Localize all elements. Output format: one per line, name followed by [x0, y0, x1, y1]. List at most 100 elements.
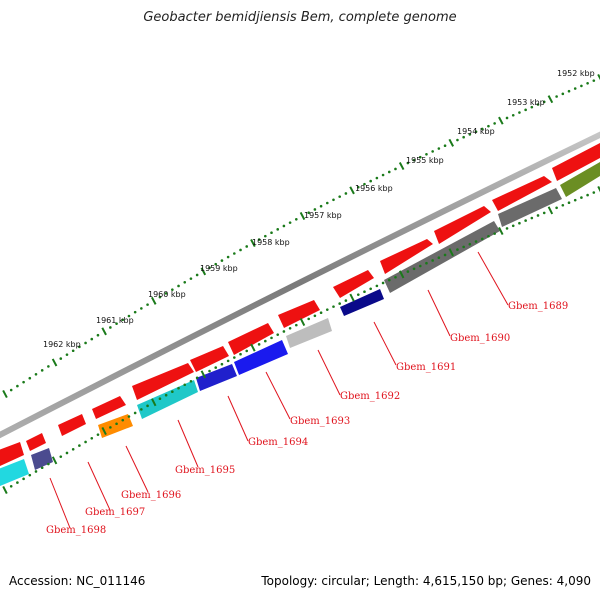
- scale-dot: [431, 150, 434, 153]
- gene-arrow-fwd[interactable]: [92, 396, 126, 419]
- scale-dot: [177, 284, 180, 288]
- scale-dot: [573, 198, 577, 202]
- gene-block-silver[interactable]: [286, 318, 332, 348]
- scale-dot: [418, 264, 422, 268]
- gene-block-blue[interactable]: [234, 340, 288, 375]
- gene-block-slate[interactable]: [31, 448, 53, 470]
- scale-tick-major: [200, 267, 207, 276]
- scale-tick-major: [448, 138, 455, 147]
- gene-block-cyan[interactable]: [137, 380, 198, 419]
- scale-dot: [140, 307, 143, 310]
- scale-dot: [233, 356, 236, 359]
- scale-dot: [468, 133, 472, 136]
- gene-arrow-fwd[interactable]: [58, 414, 86, 436]
- scale-dot: [437, 147, 441, 150]
- scale-dot: [270, 231, 273, 235]
- gene-label-1691: Gbem_1691: [396, 362, 456, 373]
- scale-dot: [555, 206, 558, 210]
- scale-dot: [214, 262, 218, 266]
- gene-block-cyan[interactable]: [0, 459, 29, 486]
- scale-dot: [387, 278, 391, 282]
- gene-arrow-fwd[interactable]: [132, 363, 194, 400]
- scale-dot: [59, 357, 63, 360]
- scale-dot: [127, 415, 131, 418]
- gene-arrow-fwd[interactable]: [190, 346, 229, 372]
- scale-dot: [214, 366, 218, 369]
- scale-dot: [456, 138, 459, 142]
- gene-block-navy[interactable]: [340, 289, 384, 316]
- gene-arrow-fwd[interactable]: [492, 176, 552, 211]
- scale-dot: [319, 311, 323, 315]
- scale-dot: [338, 195, 341, 198]
- scale-dot: [220, 259, 224, 262]
- gene-arrow-fwd[interactable]: [434, 206, 491, 244]
- scale-dot: [34, 470, 38, 473]
- gene-arrow-fwd[interactable]: [0, 442, 24, 466]
- scale-dot: [121, 318, 125, 322]
- scale-dot: [189, 277, 193, 280]
- gene-block-orange[interactable]: [98, 414, 133, 438]
- scale-dot: [109, 326, 112, 329]
- scale-dot: [573, 87, 577, 90]
- scale-dot: [90, 436, 94, 440]
- scale-dot: [536, 103, 540, 106]
- scale-dot: [133, 411, 137, 415]
- scale-dot: [84, 440, 87, 444]
- scale-dot: [115, 422, 118, 426]
- scale-tick-major: [498, 226, 504, 236]
- gene-label-1693: Gbem_1693: [290, 416, 350, 427]
- gene-block-olive[interactable]: [560, 162, 600, 197]
- scale-dot: [264, 234, 267, 238]
- scale-dot: [332, 305, 335, 308]
- scale-dot: [505, 227, 509, 230]
- gene-block-gray[interactable]: [498, 188, 562, 227]
- scale-label-1962: 1962 kbp: [43, 340, 81, 349]
- gene-labels: Gbem_1689 Gbem_1690 Gbem_1691 Gbem_1692 …: [46, 301, 568, 536]
- gene-arrow-fwd[interactable]: [380, 239, 433, 274]
- scale-dot: [65, 451, 69, 455]
- gene-arrow-fwd[interactable]: [26, 433, 46, 451]
- scale-dot: [530, 216, 534, 220]
- scale-dot: [109, 426, 112, 429]
- scale-dot: [164, 393, 168, 397]
- gene-arrow-fwd[interactable]: [333, 270, 374, 298]
- scale-tick-major: [2, 389, 8, 399]
- scale-dot: [9, 484, 13, 488]
- scale-dot: [208, 369, 211, 373]
- scale-tick-major: [547, 95, 554, 104]
- gene-arrow-fwd[interactable]: [278, 300, 320, 328]
- scale-dot: [425, 261, 428, 265]
- scale-tick-major: [51, 358, 58, 367]
- scale-dot: [487, 124, 490, 128]
- scale-dot: [59, 455, 63, 458]
- scale-dot: [586, 193, 589, 197]
- scale-dot: [127, 314, 131, 318]
- gene-arrow-fwd[interactable]: [552, 143, 600, 181]
- gene-block-blue-dark[interactable]: [196, 364, 237, 391]
- scale-dot: [16, 481, 19, 484]
- scale-dot: [474, 130, 478, 133]
- scale-dot: [245, 349, 249, 353]
- scale-dot: [257, 238, 261, 241]
- scale-dot: [40, 466, 44, 470]
- scale-label-1961: 1961 kbp: [96, 316, 134, 325]
- gene-arrow-fwd[interactable]: [228, 323, 274, 355]
- scale-dot: [9, 388, 13, 392]
- scale-dot: [344, 299, 348, 302]
- scale-dot: [332, 198, 335, 202]
- scale-dot: [220, 362, 224, 366]
- scale-tick-major: [250, 239, 256, 248]
- scale-dot: [233, 252, 236, 255]
- scale-dot: [462, 135, 465, 139]
- gene-leaders: [49, 251, 509, 529]
- scale-dot: [480, 237, 484, 241]
- scale-dot: [406, 270, 410, 273]
- gene-block-gray[interactable]: [384, 221, 500, 293]
- scale-dot: [146, 404, 149, 408]
- scale-dot: [536, 214, 540, 217]
- scale-dot: [375, 176, 379, 180]
- scale-tick-major: [398, 270, 405, 279]
- scale-dot: [369, 179, 372, 183]
- scale-label-1957: 1957 kbp: [304, 211, 342, 220]
